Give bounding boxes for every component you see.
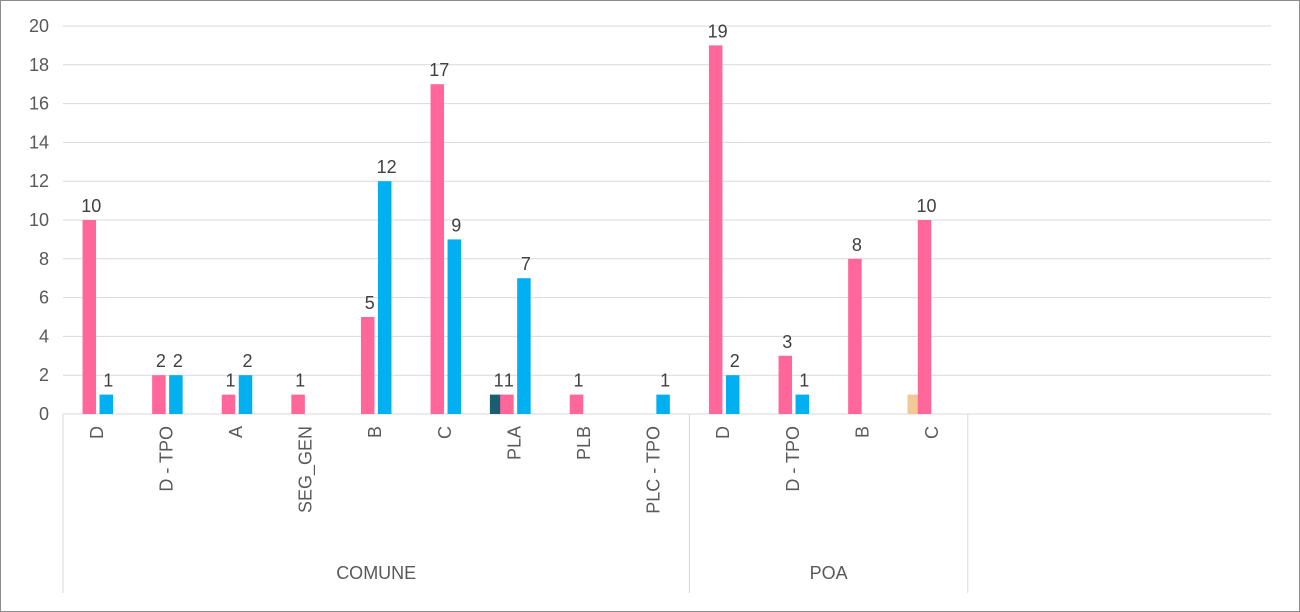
category-label: D - TPO — [783, 426, 803, 492]
bar-pink — [152, 375, 166, 414]
category-label: B — [365, 426, 385, 438]
category-label: D — [87, 426, 107, 439]
bar-blue — [99, 394, 114, 414]
bar-pink — [569, 394, 584, 414]
y-tick-label: 12 — [29, 171, 49, 191]
category-label: PLC - TPO — [644, 426, 664, 514]
data-label: 1 — [103, 371, 113, 391]
y-tick-label: 18 — [29, 55, 49, 75]
data-label: 2 — [730, 351, 740, 371]
bar-pink — [221, 394, 236, 414]
category-label: C — [922, 426, 942, 439]
bar-blue — [795, 394, 810, 414]
bar-pink — [917, 220, 932, 414]
category-label: PLA — [504, 426, 524, 460]
data-label: 1 — [799, 371, 809, 391]
data-label: 12 — [377, 157, 397, 177]
group-label: COMUNE — [336, 563, 416, 583]
bar-pink — [708, 45, 723, 415]
data-label: 1 — [295, 371, 305, 391]
category-label: PLB — [574, 426, 594, 460]
bar-blue — [725, 375, 740, 414]
bar-blue — [377, 181, 392, 414]
y-tick-label: 4 — [39, 326, 49, 346]
category-label: D - TPO — [156, 426, 176, 492]
group-label: POA — [810, 563, 848, 583]
bar-pink — [82, 220, 97, 414]
bar-tan — [907, 394, 921, 414]
bar-blue — [169, 375, 183, 414]
data-label: 1 — [225, 371, 235, 391]
bar-blue — [517, 278, 531, 414]
bar-blue — [447, 239, 462, 414]
data-label: 19 — [708, 21, 728, 41]
data-label: 1 — [660, 371, 670, 391]
data-label: 10 — [81, 196, 101, 216]
bar-pink — [848, 258, 862, 414]
bar-dark_teal — [489, 394, 504, 414]
bar-pink — [430, 84, 445, 414]
data-label: 17 — [429, 60, 449, 80]
y-tick-label: 6 — [39, 288, 49, 308]
bar-pink — [360, 317, 375, 414]
y-tick-label: 14 — [29, 132, 49, 152]
y-tick-label: 10 — [29, 210, 49, 230]
category-label: SEG_GEN — [296, 426, 317, 513]
bar-blue — [656, 394, 670, 414]
y-tick-label: 2 — [39, 365, 49, 385]
category-label: C — [435, 426, 455, 439]
y-tick-label: 16 — [29, 94, 49, 114]
y-tick-label: 20 — [29, 16, 49, 36]
bar-pink — [778, 355, 793, 414]
bar-pink — [500, 394, 514, 414]
data-label: 10 — [916, 196, 936, 216]
data-label: 8 — [852, 235, 862, 255]
category-label: A — [226, 426, 246, 438]
y-tick-label: 8 — [39, 249, 49, 269]
data-label: 2 — [156, 351, 166, 371]
data-label: 9 — [451, 215, 461, 235]
data-label: 1 — [504, 371, 514, 391]
data-label: 2 — [242, 351, 252, 371]
bar-blue — [238, 375, 253, 414]
y-tick-label: 0 — [39, 404, 49, 424]
category-label: D — [713, 426, 733, 439]
data-label: 7 — [521, 254, 531, 274]
data-label: 2 — [173, 351, 183, 371]
data-label: 5 — [365, 293, 375, 313]
data-label: 3 — [782, 332, 792, 352]
category-label: B — [852, 426, 872, 438]
data-label: 1 — [573, 371, 583, 391]
bar-pink — [291, 394, 305, 414]
data-label: 1 — [494, 371, 504, 391]
